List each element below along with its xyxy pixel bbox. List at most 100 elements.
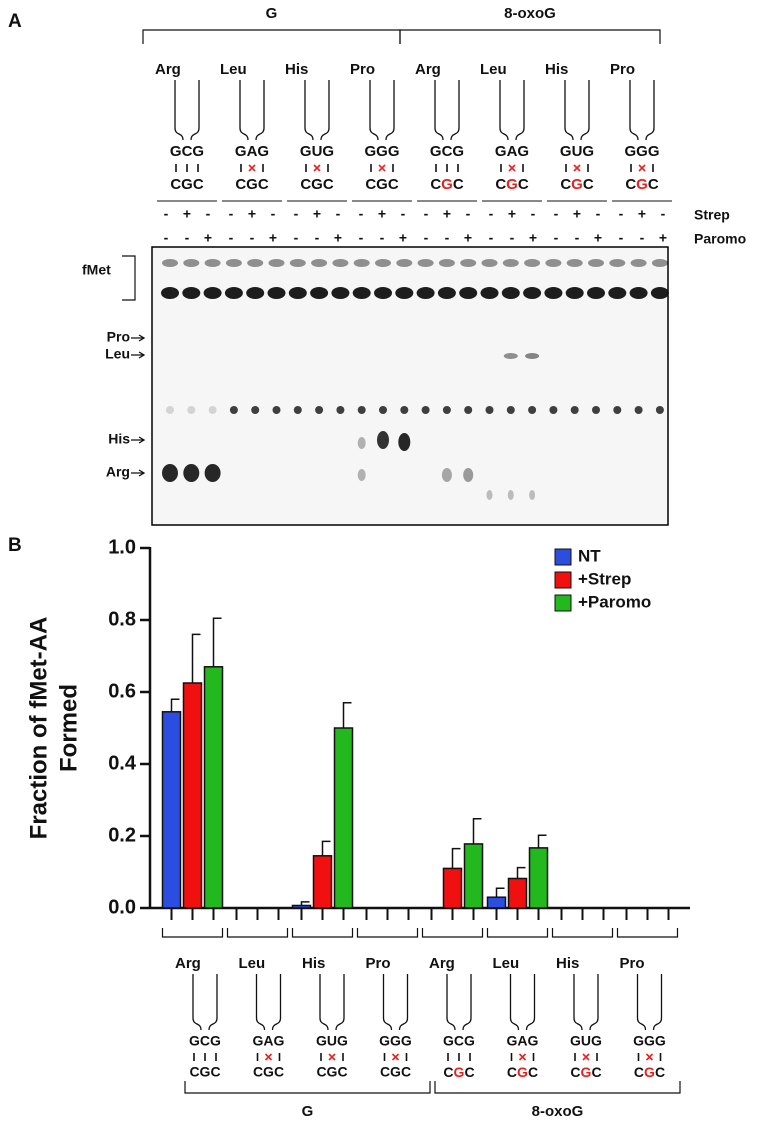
bar	[528, 847, 549, 909]
gel-band	[442, 406, 451, 414]
treatment-sign: -	[206, 206, 211, 222]
treatment-sign: -	[424, 206, 429, 222]
panel-label: B	[8, 535, 22, 556]
gel-band	[486, 490, 493, 500]
amino-acid-label: Leu	[480, 61, 507, 78]
gel-band	[545, 259, 562, 267]
strand	[192, 974, 218, 1031]
error-bar	[191, 633, 201, 683]
amino-acid-label: Arg	[155, 61, 181, 78]
gel-band	[459, 287, 478, 299]
gel-band	[208, 406, 217, 414]
gel-band	[268, 259, 285, 267]
treatment-sign: -	[294, 206, 299, 222]
anticodon: CGC	[170, 176, 204, 193]
gel-band	[247, 259, 264, 267]
gel-band	[272, 406, 281, 414]
treatment-sign: +	[334, 230, 342, 246]
gel-band	[400, 406, 409, 414]
strand	[564, 80, 590, 141]
mismatch-mark	[328, 1053, 336, 1061]
legend-label: +Paromo	[578, 592, 651, 611]
gel-band	[523, 287, 542, 299]
gel-band	[357, 406, 366, 414]
gel-band	[203, 287, 222, 299]
error-bar	[537, 834, 547, 848]
codon: GUG	[570, 1033, 602, 1049]
treatment-sign: +	[508, 206, 516, 222]
anticodon: CGC	[634, 1064, 665, 1080]
y-tick-label: 0.4	[108, 752, 137, 774]
gel-label: His	[108, 431, 130, 447]
gel-band	[267, 287, 286, 299]
strand	[369, 80, 395, 141]
gel-band	[629, 287, 648, 299]
y-tick-label: 0.8	[108, 608, 136, 630]
amino-acid-label: Leu	[220, 61, 247, 78]
anticodon: CGC	[430, 176, 464, 193]
gel-label: Pro	[107, 329, 130, 345]
anticodon: CGC	[443, 1064, 474, 1080]
group-label: G	[266, 5, 278, 22]
error-bar	[451, 847, 461, 869]
gel-band	[315, 406, 324, 414]
gel-band	[566, 259, 583, 267]
codon: GCG	[430, 143, 464, 160]
category-bracket	[551, 928, 614, 938]
x-tick-label: Pro	[366, 955, 391, 972]
x-tick-label: Pro	[620, 955, 645, 972]
gel-arrow	[131, 436, 146, 444]
treatment-sign: -	[619, 206, 624, 222]
amino-acid-label: Pro	[610, 61, 635, 78]
codon: GAG	[253, 1033, 285, 1049]
group-label: 8-oxoG	[504, 5, 556, 22]
gel-band	[507, 490, 514, 500]
treatment-sign: +	[443, 206, 451, 222]
gel-band	[503, 353, 518, 359]
gel-band	[609, 259, 626, 267]
category-bracket	[486, 928, 549, 938]
treatment-sign: -	[445, 230, 450, 246]
treatment-sign: -	[336, 206, 341, 222]
treatment-sign: -	[575, 230, 580, 246]
gel-band	[417, 259, 434, 267]
anticodon: CGC	[189, 1064, 220, 1080]
treatment-sign: +	[248, 206, 256, 222]
treatment-sign: -	[359, 206, 364, 222]
treatment-sign: -	[554, 230, 559, 246]
gel-band	[288, 287, 307, 299]
treatment-sign: -	[510, 230, 515, 246]
y-tick-label: 1.0	[108, 536, 136, 558]
mismatch-mark	[582, 1053, 590, 1061]
anticodon: CGC	[316, 1064, 347, 1080]
gel-band	[225, 259, 242, 267]
gel-band	[416, 287, 435, 299]
gel-band	[587, 287, 605, 299]
treatment-sign: +	[529, 230, 537, 246]
gel-band	[463, 468, 474, 482]
mismatch-mark	[264, 1053, 273, 1061]
gel-band	[357, 469, 366, 481]
gel-band	[437, 287, 456, 299]
mismatch-mark	[645, 1053, 654, 1061]
amino-acid-label: His	[285, 61, 308, 78]
bar	[333, 727, 354, 909]
anticodon: CGC	[380, 1064, 411, 1080]
gel-band	[485, 406, 494, 414]
gel-band	[161, 287, 179, 299]
gel-band	[651, 259, 668, 267]
category-bracket	[291, 928, 354, 938]
gel-band	[310, 287, 329, 299]
gel-band	[524, 259, 541, 267]
gel-label: Arg	[106, 464, 130, 480]
gel-band	[650, 287, 669, 299]
group-bracket	[184, 1081, 431, 1094]
treatment-sign: -	[640, 230, 645, 246]
gel-band	[529, 490, 536, 500]
gel-band	[204, 464, 221, 482]
anticodon: CGC	[625, 176, 659, 193]
treatment-label: Strep	[694, 207, 730, 223]
treatment-sign: -	[424, 230, 429, 246]
treatment-sign: -	[619, 230, 624, 246]
